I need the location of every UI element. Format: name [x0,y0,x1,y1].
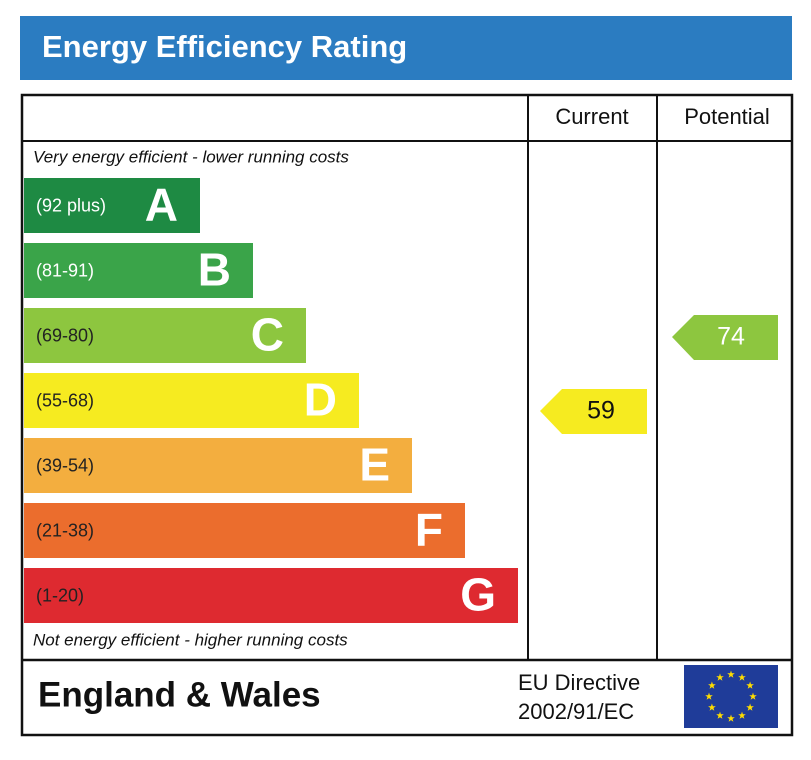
band-letter: D [304,374,337,426]
band-letter: F [415,504,443,556]
band-range: (1-20) [36,585,84,605]
directive: 2002/91/EC [518,699,634,724]
potential-arrow [672,315,778,360]
band-letter: A [145,179,178,231]
bands: (92 plus) A (81-91) B (69-80) C (55-68) D (39-54… [24,178,518,623]
eu-star [746,703,754,711]
band-letter: E [359,439,390,491]
band-range: (55-68) [36,390,94,410]
eu-star [749,692,757,700]
eu-star [746,681,754,689]
band-range: (21-38) [36,520,94,540]
band-bar [24,178,200,233]
eu-stars [705,670,757,722]
band-bar [24,243,253,298]
frame [20,93,794,737]
band-range: (92 plus) [36,195,106,215]
directive: EU Directive [518,670,640,695]
bottom-note: Not energy efficient - higher running co… [33,630,348,649]
band-range: (81-91) [36,260,94,280]
potential-rating: 74 [717,323,745,351]
current-rating: 59 [587,397,615,425]
band-letter: B [198,244,231,296]
eu-star [727,714,735,722]
eu-star [705,692,713,700]
band-range: (39-54) [36,455,94,475]
eu-star [716,711,724,719]
eu-star [708,703,716,711]
band-bar [24,438,412,493]
top-note: Very energy efficient - lower running co… [33,147,349,166]
band-bar [24,373,359,428]
title-bar [20,16,792,80]
band-bar [24,568,518,623]
band-bar [24,308,306,363]
band-range: (69-80) [36,325,94,345]
column-header: Potential [684,104,770,129]
eu-star [738,711,746,719]
column-header: Current [555,104,628,129]
band-letter: C [251,309,284,361]
eu-star [727,670,735,678]
current-arrow [540,389,647,434]
band-letter: G [460,569,496,621]
eu-star [738,673,746,681]
eu-star [716,673,724,681]
region: England & Wales [38,675,321,714]
band-bar [24,503,465,558]
eu-star [708,681,716,689]
title: Energy Efficiency Rating [42,29,407,64]
